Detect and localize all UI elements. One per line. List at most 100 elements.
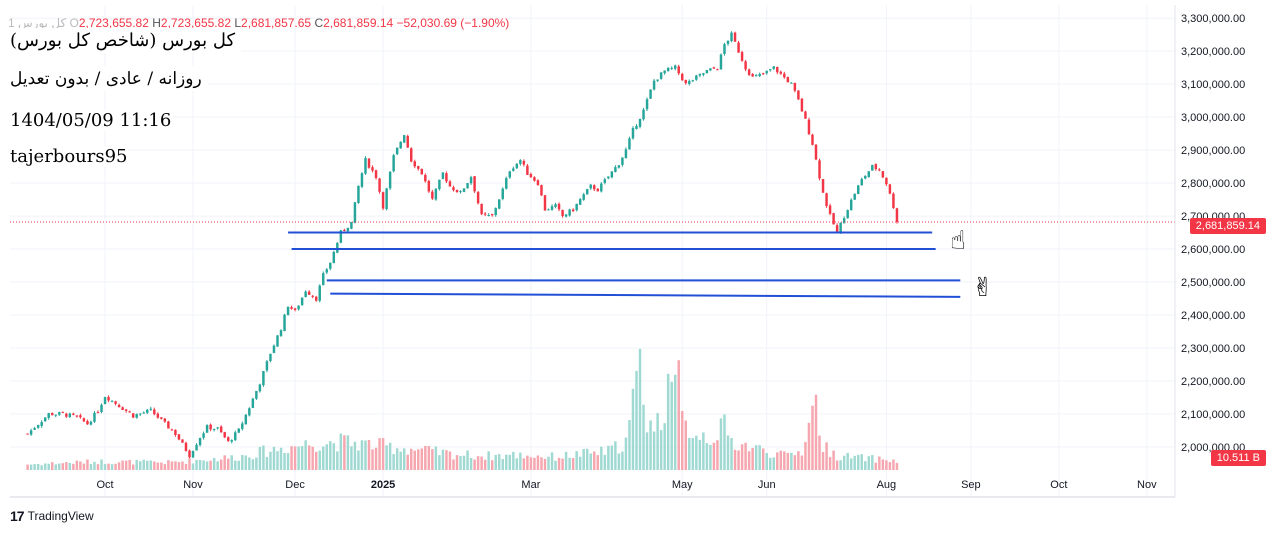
volume-bar	[761, 448, 765, 470]
candle-body	[828, 205, 832, 214]
volume-bar	[399, 451, 402, 470]
x-tick-label: Nov	[183, 479, 203, 491]
candle-body	[825, 193, 828, 207]
candle-body	[547, 209, 550, 211]
candle-body	[68, 413, 72, 417]
candle-body	[417, 166, 420, 169]
volume-bar	[124, 460, 128, 470]
volume-bar	[821, 451, 825, 470]
volume-bar	[719, 418, 723, 470]
candle-body	[681, 73, 684, 81]
candle-body	[399, 141, 402, 149]
volume-bar	[378, 438, 381, 470]
candle-body	[248, 408, 251, 416]
volume-bar	[849, 458, 853, 470]
high-label: H	[152, 16, 161, 30]
volume-bar	[494, 454, 497, 470]
candle-body	[258, 384, 262, 392]
volume-bar	[441, 449, 445, 470]
last-price-tag: 2,681,859.14	[1189, 218, 1266, 234]
volume-bar	[857, 454, 860, 470]
candle-body	[93, 412, 96, 422]
volume-bar	[677, 360, 680, 470]
volume-bar	[262, 445, 265, 470]
candle-body	[466, 183, 469, 189]
volume-bar	[248, 457, 251, 470]
candle-body	[564, 214, 568, 217]
volume-bar	[828, 457, 832, 470]
volume-bar	[547, 456, 550, 470]
candle-body	[867, 171, 871, 177]
candle-body	[737, 42, 740, 53]
candle-body	[195, 444, 198, 451]
candle-body	[131, 413, 135, 418]
volume-bar	[283, 452, 286, 470]
candle-body	[128, 411, 131, 413]
candle-body	[410, 148, 413, 162]
y-tick-label: 2,300,000.00	[1181, 343, 1245, 355]
candle-body	[853, 193, 856, 200]
y-tick-label: 3,300,000.00	[1181, 13, 1245, 25]
y-tick-label: 3,000,000.00	[1181, 112, 1245, 124]
volume-bar	[367, 439, 371, 470]
candle-body	[726, 40, 730, 44]
volume-bar	[314, 451, 318, 470]
volume-bar	[36, 463, 40, 470]
volume-bar	[269, 451, 272, 470]
volume-bar	[142, 459, 145, 470]
candle-body	[846, 209, 849, 219]
candle-body	[117, 404, 121, 408]
volume-bar	[455, 455, 459, 470]
volume-bar	[33, 464, 36, 470]
volume-bar	[726, 435, 730, 470]
candle-body	[554, 204, 557, 207]
volume-bar	[420, 448, 424, 470]
volume-bar	[526, 455, 529, 470]
volume-bar	[184, 463, 188, 470]
candle-body	[26, 433, 29, 435]
volume-bar	[82, 463, 86, 470]
volume-bar	[786, 452, 790, 470]
volume-bar	[758, 445, 761, 470]
change-value: −52,030.69 (−1.90%)	[396, 16, 510, 30]
candle-body	[212, 428, 216, 430]
x-tick-label: Oct	[1050, 479, 1067, 491]
candle-body	[818, 160, 821, 179]
volume-bar	[585, 448, 589, 470]
volume-bar	[96, 464, 100, 470]
candle-body	[300, 297, 304, 305]
candle-body	[684, 80, 688, 84]
candle-body	[730, 32, 733, 42]
candle-body	[568, 209, 571, 216]
candle-body	[406, 135, 409, 148]
candle-body	[234, 432, 237, 441]
candle-body	[888, 184, 892, 194]
candle-body	[702, 73, 705, 75]
volume-bar	[673, 374, 677, 470]
tradingview-brand[interactable]: 17 TradingView	[10, 508, 94, 524]
volume-bar	[867, 456, 871, 470]
candle-body	[733, 32, 737, 42]
volume-bar	[614, 441, 617, 470]
volume-bar	[462, 455, 466, 470]
volume-bar	[652, 431, 656, 470]
volume-bar	[93, 461, 96, 470]
candle-body	[885, 177, 888, 185]
low-value: 2,681,857.65	[241, 16, 312, 30]
volume-bar	[198, 459, 202, 470]
volume-bar	[543, 458, 547, 470]
volume-bar	[244, 455, 248, 470]
candle-body	[790, 82, 793, 84]
candle-body	[874, 164, 878, 170]
volume-bar	[350, 446, 353, 470]
candle-body	[86, 421, 89, 425]
volume-bar	[476, 456, 480, 470]
volume-bar	[564, 451, 568, 470]
candle-body	[765, 70, 768, 74]
volume-bar	[332, 443, 336, 470]
x-tick-label: May	[672, 479, 693, 491]
candle-body	[807, 119, 811, 135]
volume-bar	[47, 463, 50, 470]
volume-bar	[885, 460, 888, 470]
